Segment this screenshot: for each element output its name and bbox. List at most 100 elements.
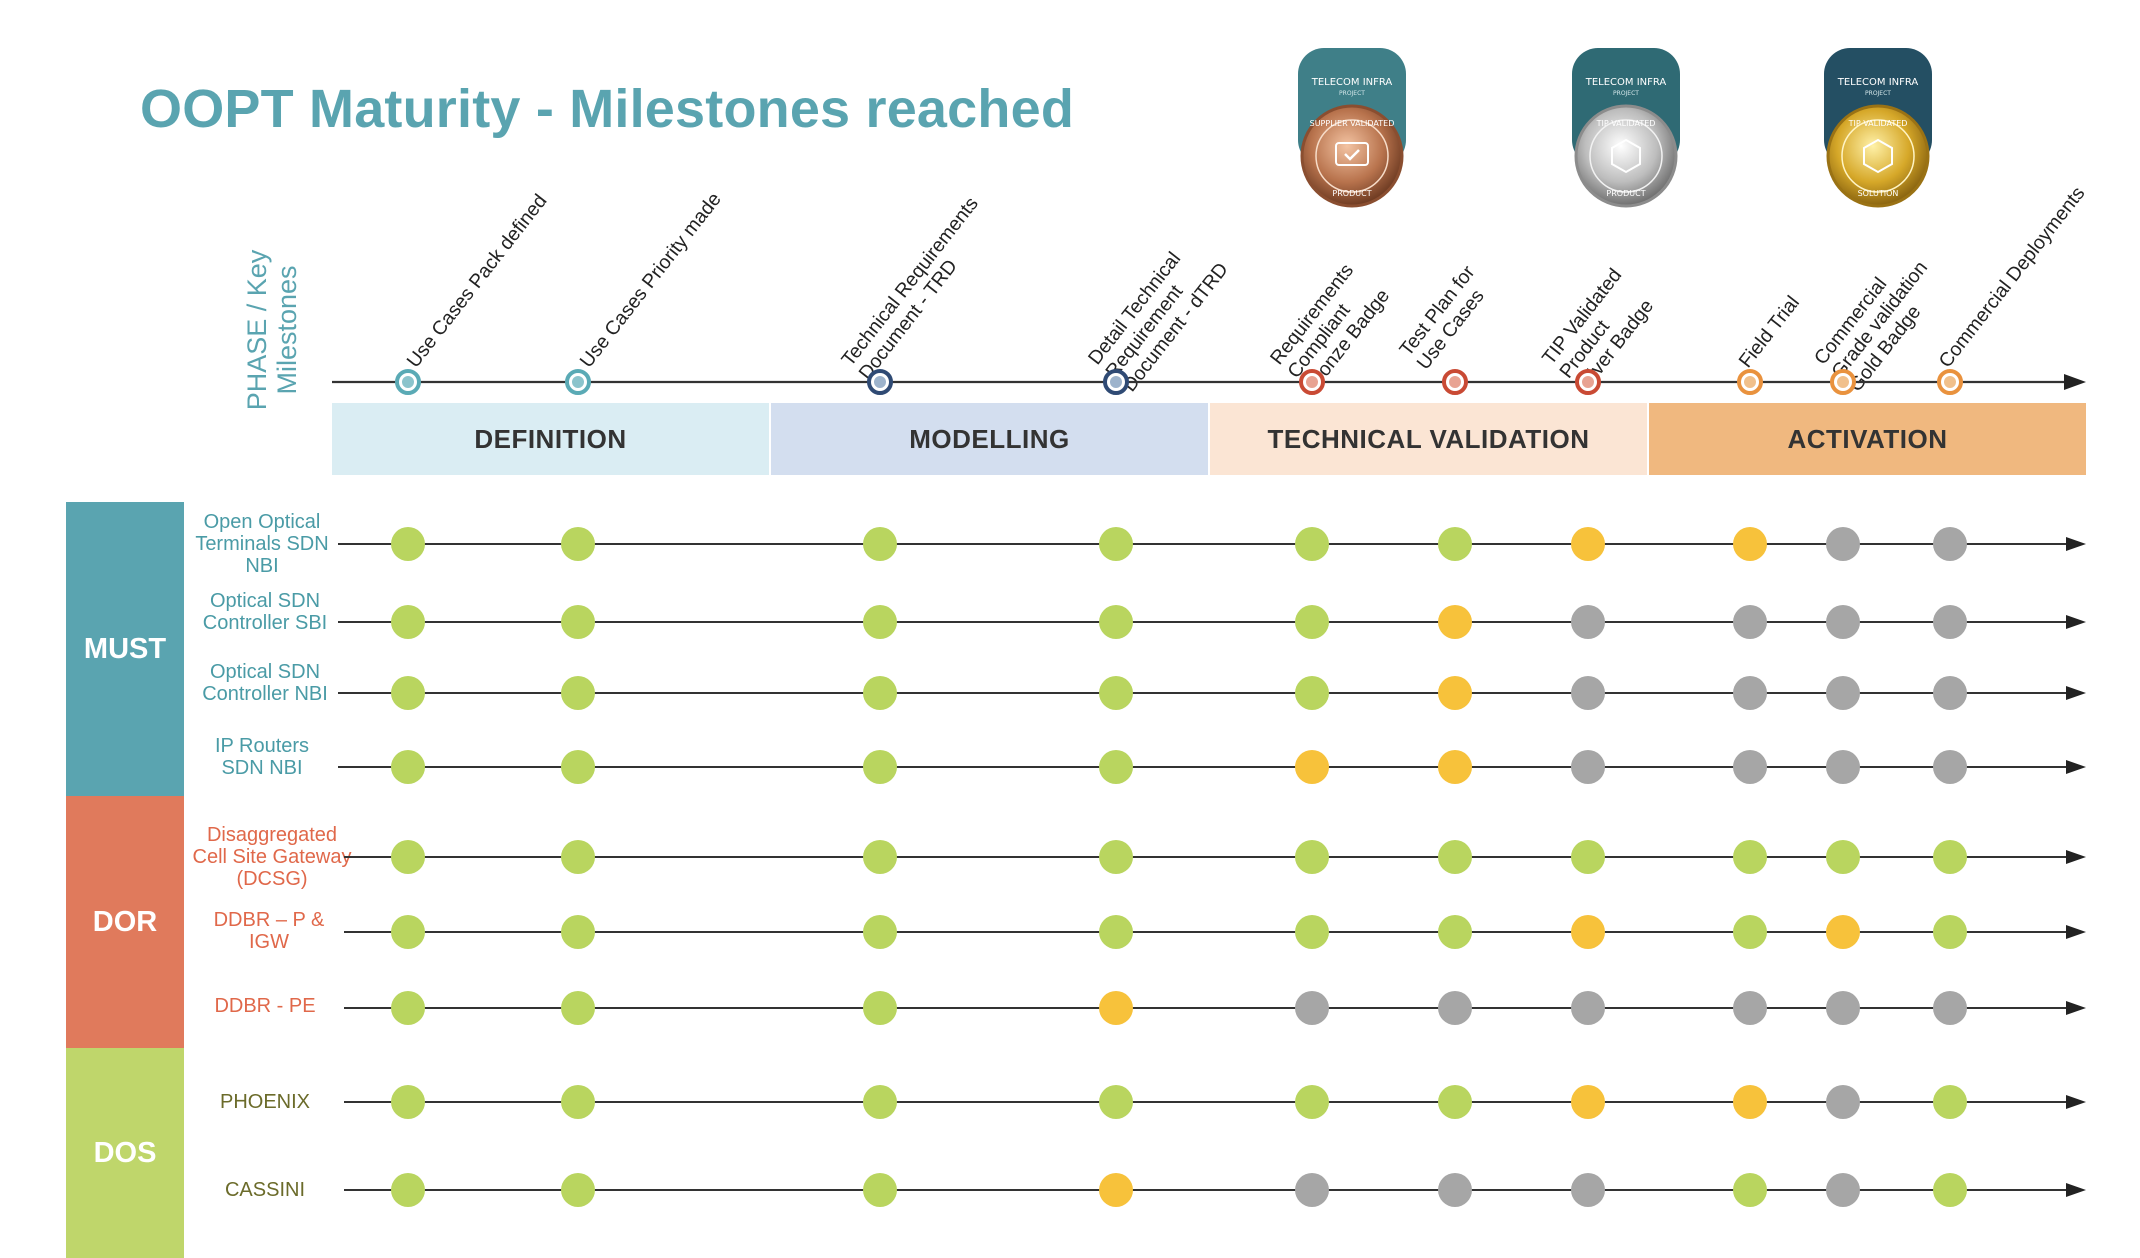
row-label: DDBR – P & IGW: [213, 909, 325, 953]
milestone-marker-fill: [1944, 376, 1956, 388]
status-dot: [1733, 1085, 1767, 1119]
status-dot: [1933, 991, 1967, 1025]
badge-sub-text: PROJECT: [1865, 90, 1891, 97]
status-dot: [391, 1085, 425, 1119]
status-dot: [1438, 840, 1472, 874]
status-dot: [1571, 676, 1605, 710]
row-label: Optical SDN Controller NBI: [202, 661, 328, 705]
status-dot: [1295, 750, 1329, 784]
row-label: Optical SDN Controller SBI: [202, 590, 328, 634]
status-dot: [1438, 915, 1472, 949]
status-dot: [1295, 915, 1329, 949]
badge-sub-text: PROJECT: [1613, 90, 1639, 97]
milestone-marker-fill: [1837, 376, 1849, 388]
status-dot: [1733, 750, 1767, 784]
status-dot: [1826, 527, 1860, 561]
badge-org-text: TELECOM INFRA: [1837, 77, 1919, 88]
status-dot: [1295, 527, 1329, 561]
status-dot: [863, 1085, 897, 1119]
row-arrow: [2066, 537, 2086, 551]
status-dot: [1933, 915, 1967, 949]
milestone-marker-fill: [1582, 376, 1594, 388]
status-dot: [1099, 1173, 1133, 1207]
status-dot: [1099, 750, 1133, 784]
status-dot: [863, 1173, 897, 1207]
status-dot: [1733, 605, 1767, 639]
category-dor: DOR: [66, 796, 184, 1048]
status-dot: [561, 750, 595, 784]
badge-kind-text: PRODUCT: [1332, 189, 1371, 198]
phase-definition: DEFINITION: [332, 403, 769, 475]
status-dot: [1571, 1173, 1605, 1207]
milestone-marker-fill: [1110, 376, 1122, 388]
status-dot: [1438, 1173, 1472, 1207]
milestone-axis-arrow: [2064, 374, 2086, 390]
status-dot: [1438, 676, 1472, 710]
status-dot: [561, 1085, 595, 1119]
status-dot: [1571, 750, 1605, 784]
row-label: DDBR - PE: [214, 995, 316, 1017]
status-dot: [1826, 915, 1860, 949]
status-dot: [1826, 750, 1860, 784]
row-arrow: [2066, 760, 2086, 774]
status-dot: [1826, 1085, 1860, 1119]
status-dot: [1099, 915, 1133, 949]
status-dot: [391, 527, 425, 561]
milestone-marker-fill: [874, 376, 886, 388]
status-dot: [1571, 605, 1605, 639]
status-dot: [1571, 1085, 1605, 1119]
row-arrow: [2066, 925, 2086, 939]
status-dot: [1826, 991, 1860, 1025]
status-dot: [1099, 605, 1133, 639]
status-dot: [561, 605, 595, 639]
gold-badge-icon: TELECOM INFRA PROJECT TIP VALIDATED SOLU…: [1822, 48, 1934, 208]
status-dot: [1733, 840, 1767, 874]
status-dot: [1933, 605, 1967, 639]
status-dot: [863, 605, 897, 639]
status-dot: [561, 1173, 595, 1207]
row-arrow: [2066, 686, 2086, 700]
status-dot: [863, 840, 897, 874]
milestone-marker-fill: [1449, 376, 1461, 388]
status-dot: [863, 750, 897, 784]
row-arrow: [2066, 1001, 2086, 1015]
row-arrow: [2066, 615, 2086, 629]
status-dot: [391, 1173, 425, 1207]
status-dot: [1295, 1085, 1329, 1119]
badge-kind-text: PRODUCT: [1606, 189, 1645, 198]
milestone-marker-fill: [402, 376, 414, 388]
badge-sub-text: PROJECT: [1339, 90, 1365, 97]
page-title: OOPT Maturity - Milestones reached: [140, 79, 1075, 139]
status-dot: [1826, 676, 1860, 710]
status-dot: [1733, 676, 1767, 710]
badge-org-text: TELECOM INFRA: [1585, 77, 1667, 88]
status-dot: [391, 991, 425, 1025]
status-dot: [1438, 991, 1472, 1025]
row-label: IP Routers SDN NBI: [214, 735, 310, 779]
status-dot: [561, 840, 595, 874]
category-must: MUST: [66, 502, 184, 796]
status-dot: [1933, 840, 1967, 874]
status-dot: [1438, 750, 1472, 784]
status-dot: [1099, 840, 1133, 874]
status-dot: [1295, 605, 1329, 639]
status-dot: [1933, 1173, 1967, 1207]
status-dot: [1933, 750, 1967, 784]
status-dot: [391, 915, 425, 949]
status-dot: [1099, 527, 1133, 561]
row-label: Open Optical Terminals SDN NBI: [195, 511, 329, 577]
status-dot: [561, 915, 595, 949]
badge-ring-text: SUPPLIER VALIDATED: [1310, 119, 1395, 128]
status-dot: [1933, 527, 1967, 561]
phase-technical-validation: TECHNICAL VALIDATION: [1210, 403, 1647, 475]
status-dot: [1733, 527, 1767, 561]
status-dot: [1295, 840, 1329, 874]
badge-ring-text: TIP VALIDATED: [1596, 119, 1656, 128]
row-label: PHOENIX: [219, 1091, 311, 1113]
category-dos: DOS: [66, 1048, 184, 1258]
status-dot: [1099, 991, 1133, 1025]
row-label: Disaggregated Cell Site Gateway (DCSG): [192, 824, 352, 890]
status-dot: [1733, 991, 1767, 1025]
status-dot: [1571, 527, 1605, 561]
